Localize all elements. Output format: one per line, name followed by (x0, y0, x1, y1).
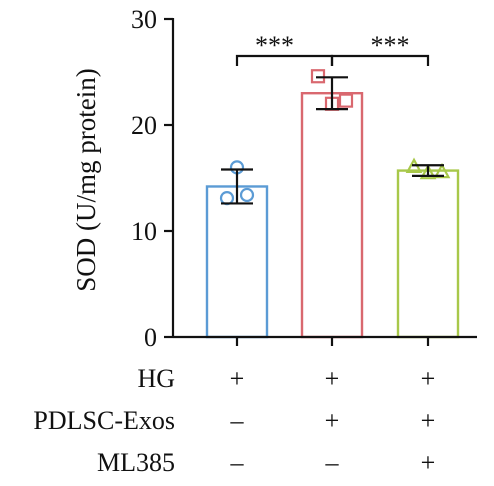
condition-mark: + (230, 364, 245, 393)
data-point (239, 187, 255, 203)
condition-table: HG + + + PDLSC-Exos – + + ML385 – – + (33, 364, 435, 477)
condition-mark: + (421, 448, 436, 477)
y-tick-label: 10 (131, 217, 157, 246)
condition-mark: + (325, 406, 340, 435)
bar-2 (300, 91, 364, 339)
significance-bracket-2 (330, 54, 430, 66)
y-tick-label: 0 (144, 323, 157, 352)
y-tick-label: 30 (131, 5, 157, 34)
condition-label-1: HG (137, 364, 175, 393)
condition-mark: – (230, 406, 245, 435)
condition-mark: – (230, 448, 245, 477)
significance-label-2: *** (371, 31, 410, 60)
condition-mark: + (421, 406, 436, 435)
points-layer (219, 69, 451, 206)
data-point (338, 93, 354, 108)
significance-layer: *** *** (235, 31, 430, 66)
y-axis-label: SOD (U/mg protein) (71, 68, 101, 291)
axes-layer: 0 10 20 30 (131, 5, 477, 352)
y-tick-label: 20 (131, 111, 157, 140)
condition-label-3: ML385 (97, 448, 175, 477)
data-point (433, 162, 451, 179)
data-point (419, 163, 437, 180)
error-bars-layer (221, 76, 444, 205)
bar-3 (396, 169, 460, 339)
bar-1 (205, 185, 269, 339)
condition-mark: + (325, 364, 340, 393)
condition-label-2: PDLSC-Exos (33, 406, 175, 435)
condition-mark: + (421, 364, 436, 393)
significance-label-1: *** (255, 31, 294, 60)
bars-layer (205, 91, 460, 339)
condition-mark: – (325, 448, 340, 477)
